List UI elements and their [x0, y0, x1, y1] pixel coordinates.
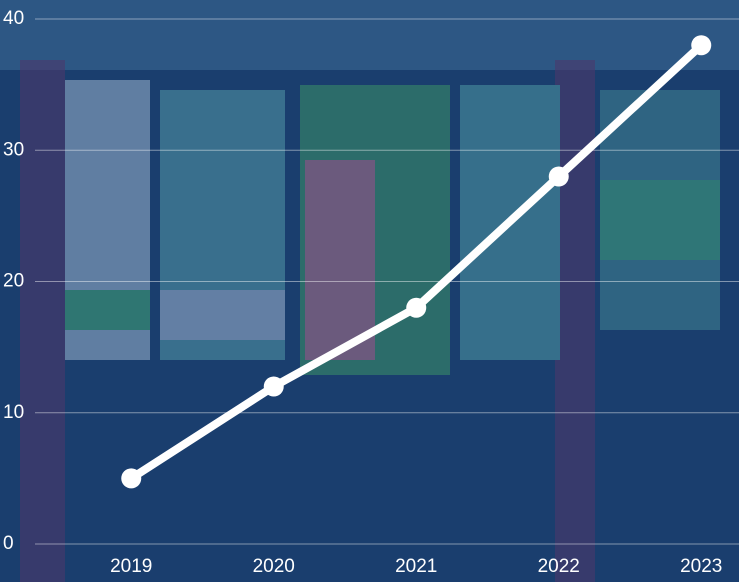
- x-tick-label: 2019: [110, 556, 152, 577]
- y-tick-label: 40: [3, 8, 24, 29]
- point: [121, 468, 142, 489]
- x-tick-label: 2022: [538, 556, 580, 577]
- point: [548, 166, 569, 187]
- y-tick-label: 20: [3, 271, 24, 292]
- point: [406, 297, 427, 318]
- point: [263, 376, 284, 397]
- x-tick-label: 2020: [253, 556, 295, 577]
- x-tick-label: 2021: [395, 556, 437, 577]
- y-tick-label: 30: [3, 139, 24, 160]
- y-tick-label: 10: [3, 402, 24, 423]
- x-tick-label: 2023: [680, 556, 722, 577]
- point: [691, 35, 712, 56]
- y-tick-label: 0: [3, 533, 14, 554]
